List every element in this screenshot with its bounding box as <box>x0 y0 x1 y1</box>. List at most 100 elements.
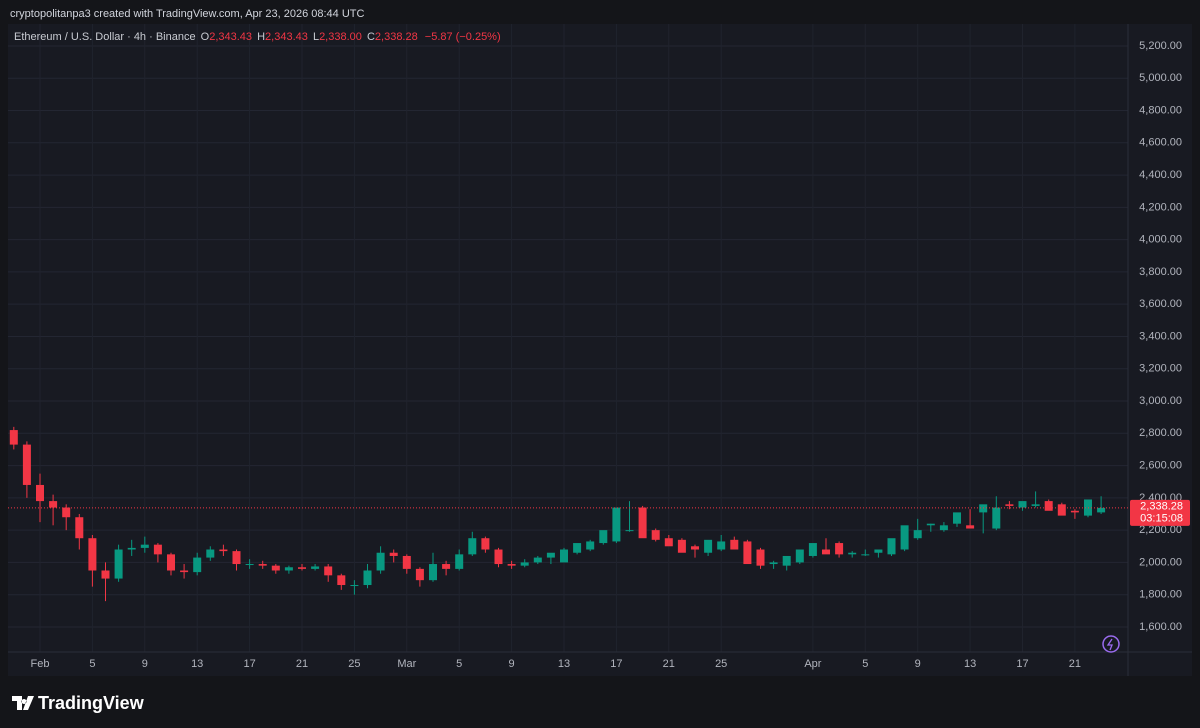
open-key: O <box>201 31 210 43</box>
candle-body <box>284 567 293 571</box>
x-tick-label: 5 <box>89 658 95 670</box>
legend: Ethereum / U.S. Dollar · 4h · Binance O2… <box>14 31 501 43</box>
candle-body <box>88 538 97 571</box>
price-tag-countdown: 03:15:08 <box>1140 513 1183 525</box>
candle-body <box>494 549 503 565</box>
price-tag-value: 2,338.28 <box>1140 501 1183 513</box>
y-tick-label: 4,200.00 <box>1139 201 1182 213</box>
y-tick-label: 2,600.00 <box>1139 459 1182 471</box>
symbol: Ethereum / U.S. Dollar · 4h · Binance <box>14 31 196 43</box>
candle-body <box>114 549 123 579</box>
candle-body <box>625 530 634 532</box>
candle-body <box>756 549 765 566</box>
chart-panel <box>8 24 1192 676</box>
candle-body <box>586 541 595 550</box>
x-tick-label: 5 <box>862 658 868 670</box>
candle-body <box>533 557 542 563</box>
x-tick-label: 13 <box>558 658 570 670</box>
candle-body <box>324 566 333 576</box>
candle-body <box>704 539 713 553</box>
y-tick-label: 5,200.00 <box>1139 40 1182 52</box>
candle-body <box>939 525 948 531</box>
x-tick-label: 13 <box>964 658 976 670</box>
candle-body <box>1057 504 1066 516</box>
candle-body <box>520 562 529 566</box>
candle-body <box>953 512 961 524</box>
y-tick-label: 3,000.00 <box>1139 395 1182 407</box>
candle-body <box>140 544 149 548</box>
brand: TradingView <box>38 693 145 713</box>
candle-body <box>979 504 988 513</box>
candle-body <box>376 552 385 571</box>
candle-body <box>546 552 555 558</box>
candle-body <box>1044 501 1053 511</box>
candle-body <box>822 549 830 555</box>
candle-body <box>75 517 84 539</box>
candle-body <box>887 538 896 555</box>
candle-body <box>1018 501 1027 508</box>
x-tick-label: 9 <box>915 658 921 670</box>
candle-body <box>219 549 228 552</box>
high-key: H <box>257 31 265 43</box>
candle-body <box>507 564 516 566</box>
y-tick-label: 4,000.00 <box>1139 234 1182 246</box>
x-tick-label: Feb <box>31 658 50 670</box>
candle-body <box>468 538 477 555</box>
candle-body <box>9 430 18 445</box>
x-tick-label: 9 <box>142 658 148 670</box>
candle-body <box>402 555 411 569</box>
y-tick-label: 2,200.00 <box>1139 524 1182 536</box>
candle-body <box>429 564 437 581</box>
x-tick-label: 21 <box>1069 658 1081 670</box>
candle-body <box>481 538 490 550</box>
x-tick-label: 25 <box>348 658 360 670</box>
candle-body <box>337 575 346 586</box>
candle-body <box>232 551 241 565</box>
candle-body <box>298 567 306 569</box>
candle-body <box>1005 504 1014 506</box>
candle-body <box>782 555 791 566</box>
y-tick-label: 4,600.00 <box>1139 137 1182 149</box>
y-tick-label: 2,000.00 <box>1139 556 1182 568</box>
price-tag <box>1130 499 1190 526</box>
assistant-icon <box>1102 635 1120 653</box>
candle-body <box>193 557 202 573</box>
candle-body <box>22 444 31 485</box>
x-tick-label: 5 <box>456 658 462 670</box>
candle-body <box>599 530 608 544</box>
candle-body <box>730 539 739 550</box>
candle-body <box>861 554 870 556</box>
candle-body <box>180 570 189 573</box>
caption: cryptopolitanpa3 created with TradingVie… <box>10 8 365 20</box>
candle-body <box>992 507 1001 529</box>
candle-body <box>415 568 424 581</box>
candle-body <box>795 549 804 563</box>
y-tick-label: 5,000.00 <box>1139 72 1182 84</box>
candle-body <box>389 552 398 556</box>
x-tick-label: 9 <box>509 658 515 670</box>
x-tick-label: 21 <box>296 658 308 670</box>
open: 2,343.43 <box>209 31 252 43</box>
low: 2,338.00 <box>319 31 362 43</box>
x-tick-label: 17 <box>1016 658 1028 670</box>
low-key: L <box>313 31 319 43</box>
close-key: C <box>367 31 375 43</box>
candle-body <box>455 554 464 569</box>
close: 2,338.28 <box>375 31 418 43</box>
candle-body <box>153 544 162 555</box>
change: −5.87 (−0.25%) <box>425 31 501 43</box>
x-tick-label: 21 <box>663 658 675 670</box>
x-tick-label: 17 <box>243 658 255 670</box>
candle-body <box>808 543 817 556</box>
x-tick-label: 25 <box>715 658 727 670</box>
x-tick-label: 13 <box>191 658 203 670</box>
candle-body <box>350 585 359 587</box>
logo: TradingView <box>12 693 145 713</box>
icon-bolt <box>1106 638 1113 651</box>
candle-body <box>245 564 254 566</box>
y-tick-label: 3,400.00 <box>1139 330 1182 342</box>
y-tick-label: 3,200.00 <box>1139 363 1182 375</box>
icon-ring <box>1102 635 1120 653</box>
candle-body <box>62 507 71 518</box>
candle-body <box>664 538 673 547</box>
